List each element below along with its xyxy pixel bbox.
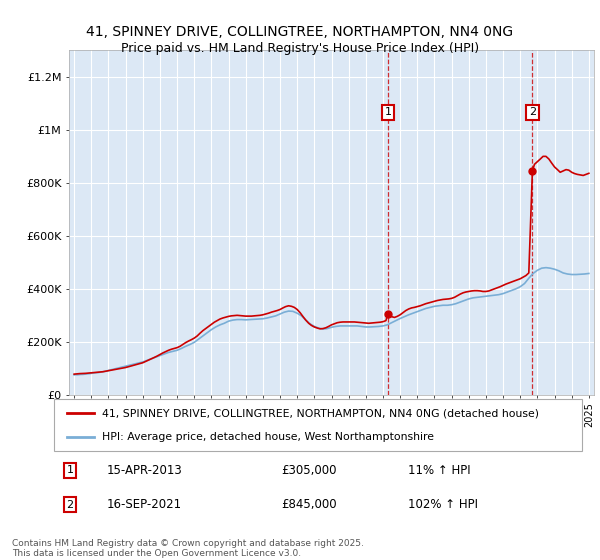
Text: 1: 1 bbox=[67, 465, 73, 475]
Text: Contains HM Land Registry data © Crown copyright and database right 2025.
This d: Contains HM Land Registry data © Crown c… bbox=[12, 539, 364, 558]
Text: £305,000: £305,000 bbox=[281, 464, 337, 477]
Text: 102% ↑ HPI: 102% ↑ HPI bbox=[408, 498, 478, 511]
Text: 1: 1 bbox=[385, 108, 391, 118]
Text: 15-APR-2013: 15-APR-2013 bbox=[107, 464, 182, 477]
Text: 41, SPINNEY DRIVE, COLLINGTREE, NORTHAMPTON, NN4 0NG: 41, SPINNEY DRIVE, COLLINGTREE, NORTHAMP… bbox=[86, 25, 514, 39]
Text: 2: 2 bbox=[66, 500, 73, 510]
Text: Price paid vs. HM Land Registry's House Price Index (HPI): Price paid vs. HM Land Registry's House … bbox=[121, 42, 479, 55]
Text: 16-SEP-2021: 16-SEP-2021 bbox=[107, 498, 182, 511]
FancyBboxPatch shape bbox=[54, 399, 582, 451]
Text: 2: 2 bbox=[529, 108, 536, 118]
Text: £845,000: £845,000 bbox=[281, 498, 337, 511]
Text: 11% ↑ HPI: 11% ↑ HPI bbox=[408, 464, 470, 477]
Text: 41, SPINNEY DRIVE, COLLINGTREE, NORTHAMPTON, NN4 0NG (detached house): 41, SPINNEY DRIVE, COLLINGTREE, NORTHAMP… bbox=[101, 408, 539, 418]
Text: HPI: Average price, detached house, West Northamptonshire: HPI: Average price, detached house, West… bbox=[101, 432, 434, 442]
